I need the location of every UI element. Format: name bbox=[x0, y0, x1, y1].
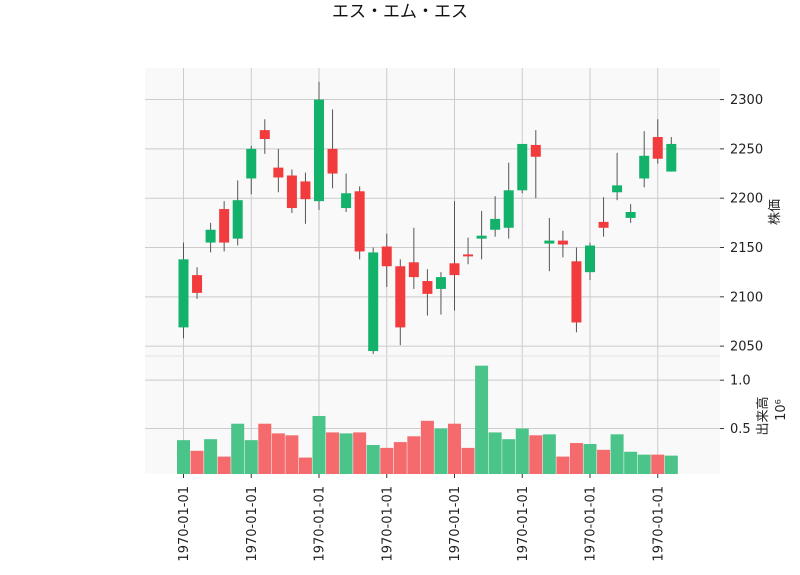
price-tick-label: 2200 bbox=[730, 192, 763, 207]
candle-body bbox=[219, 209, 230, 243]
candle-body bbox=[232, 200, 243, 239]
x-tick-label: 1970-01-01 bbox=[245, 486, 260, 562]
candle-body bbox=[192, 275, 203, 293]
volume-bar bbox=[285, 435, 299, 474]
candle-body bbox=[300, 181, 311, 200]
volume-tick-label: 1.0 bbox=[730, 374, 751, 389]
candle-body bbox=[544, 240, 555, 244]
volume-bar bbox=[217, 456, 231, 474]
candle-body bbox=[395, 266, 406, 328]
volume-bar bbox=[204, 439, 218, 474]
x-tick-label: 1970-01-01 bbox=[584, 486, 599, 562]
volume-bar bbox=[502, 439, 516, 474]
candle-body bbox=[327, 148, 338, 174]
volume-tick-label: 0.5 bbox=[730, 422, 751, 437]
volume-bar bbox=[597, 449, 611, 474]
candle-body bbox=[368, 252, 379, 352]
candle-body bbox=[259, 130, 270, 140]
candlesticks bbox=[178, 81, 677, 355]
volume-bar bbox=[380, 447, 394, 474]
volume-bar bbox=[448, 423, 461, 474]
x-tick-label: 1970-01-01 bbox=[313, 486, 328, 562]
price-tick-label: 2100 bbox=[730, 290, 763, 305]
volume-bar bbox=[569, 443, 583, 474]
x-axis-ticks: 1970-01-01 1970-01-01 1970-01-01 1970-01-01… bbox=[177, 474, 666, 562]
candle-body bbox=[639, 155, 650, 179]
volume-bar bbox=[190, 450, 204, 474]
volume-bar bbox=[312, 415, 326, 474]
volume-bar bbox=[529, 435, 543, 474]
volume-bars bbox=[177, 365, 678, 474]
price-tick-label: 2050 bbox=[730, 340, 763, 355]
volume-bar bbox=[434, 428, 448, 474]
candle-body bbox=[571, 261, 582, 323]
x-tick-label: 1970-01-01 bbox=[380, 486, 395, 562]
y-axis-ticks: 2050 2100 2150 2200 2250 2300 0.5 1.0 bbox=[720, 93, 763, 437]
volume-bar bbox=[326, 432, 340, 474]
candle-body bbox=[422, 281, 433, 294]
volume-bar bbox=[244, 440, 258, 474]
candle-body bbox=[408, 262, 419, 278]
candle-body bbox=[463, 254, 474, 257]
volume-bar bbox=[610, 434, 624, 474]
volume-axis-label: 出来高 bbox=[755, 396, 771, 435]
volume-bar bbox=[475, 365, 489, 474]
candle-body bbox=[557, 240, 568, 245]
volume-bar bbox=[420, 420, 434, 474]
candle-body bbox=[314, 99, 324, 202]
candle-body bbox=[503, 190, 514, 228]
price-axis-label: 株価 bbox=[768, 199, 783, 225]
x-tick-label: 1970-01-01 bbox=[516, 486, 531, 562]
candle-body bbox=[273, 167, 284, 178]
volume-bar bbox=[651, 454, 665, 474]
volume-bar bbox=[258, 423, 272, 474]
candle-body bbox=[205, 229, 216, 243]
x-tick-label: 1970-01-01 bbox=[651, 486, 666, 562]
price-tick-label: 2250 bbox=[730, 142, 763, 157]
volume-bar bbox=[298, 457, 312, 474]
x-tick-label: 1970-01-01 bbox=[177, 486, 192, 562]
volume-bar bbox=[393, 442, 407, 474]
candle-body bbox=[178, 259, 189, 328]
volume-bar bbox=[353, 432, 367, 474]
volume-bar bbox=[637, 454, 651, 474]
volume-bar bbox=[488, 432, 502, 474]
candle-body bbox=[530, 144, 541, 157]
candle-body bbox=[652, 137, 663, 159]
volume-bar bbox=[407, 436, 421, 474]
volume-bar bbox=[461, 447, 475, 474]
candle-body bbox=[286, 175, 297, 209]
price-tick-label: 2150 bbox=[730, 241, 763, 256]
volume-bar bbox=[177, 440, 190, 474]
candle-body bbox=[354, 191, 365, 252]
candle-body bbox=[625, 212, 636, 218]
candle-body bbox=[246, 148, 257, 179]
candle-body bbox=[585, 245, 595, 273]
volume-bar bbox=[271, 433, 285, 474]
candle-body bbox=[666, 143, 677, 172]
candle-body bbox=[476, 235, 487, 239]
x-tick-label: 1970-01-01 bbox=[448, 486, 463, 562]
volume-bar bbox=[583, 444, 597, 474]
volume-bar bbox=[542, 434, 556, 474]
price-tick-label: 2300 bbox=[730, 93, 763, 108]
candle-body bbox=[517, 143, 528, 191]
volume-bar bbox=[366, 444, 380, 474]
candle-body bbox=[598, 221, 609, 228]
volume-bar bbox=[339, 433, 353, 474]
volume-bar bbox=[231, 423, 245, 474]
candle-body bbox=[381, 246, 392, 267]
volume-bar bbox=[664, 455, 678, 474]
volume-bar bbox=[556, 456, 570, 474]
candle-body bbox=[490, 218, 501, 230]
candle-body bbox=[449, 263, 460, 276]
candle-body bbox=[612, 185, 623, 193]
candle-body bbox=[435, 277, 446, 289]
volume-bar bbox=[624, 451, 638, 474]
volume-axis-exponent: 10⁶ bbox=[774, 399, 789, 421]
volume-bar bbox=[515, 428, 529, 474]
candle-body bbox=[341, 193, 352, 209]
chart-title: エス・エム・エス bbox=[332, 2, 468, 22]
